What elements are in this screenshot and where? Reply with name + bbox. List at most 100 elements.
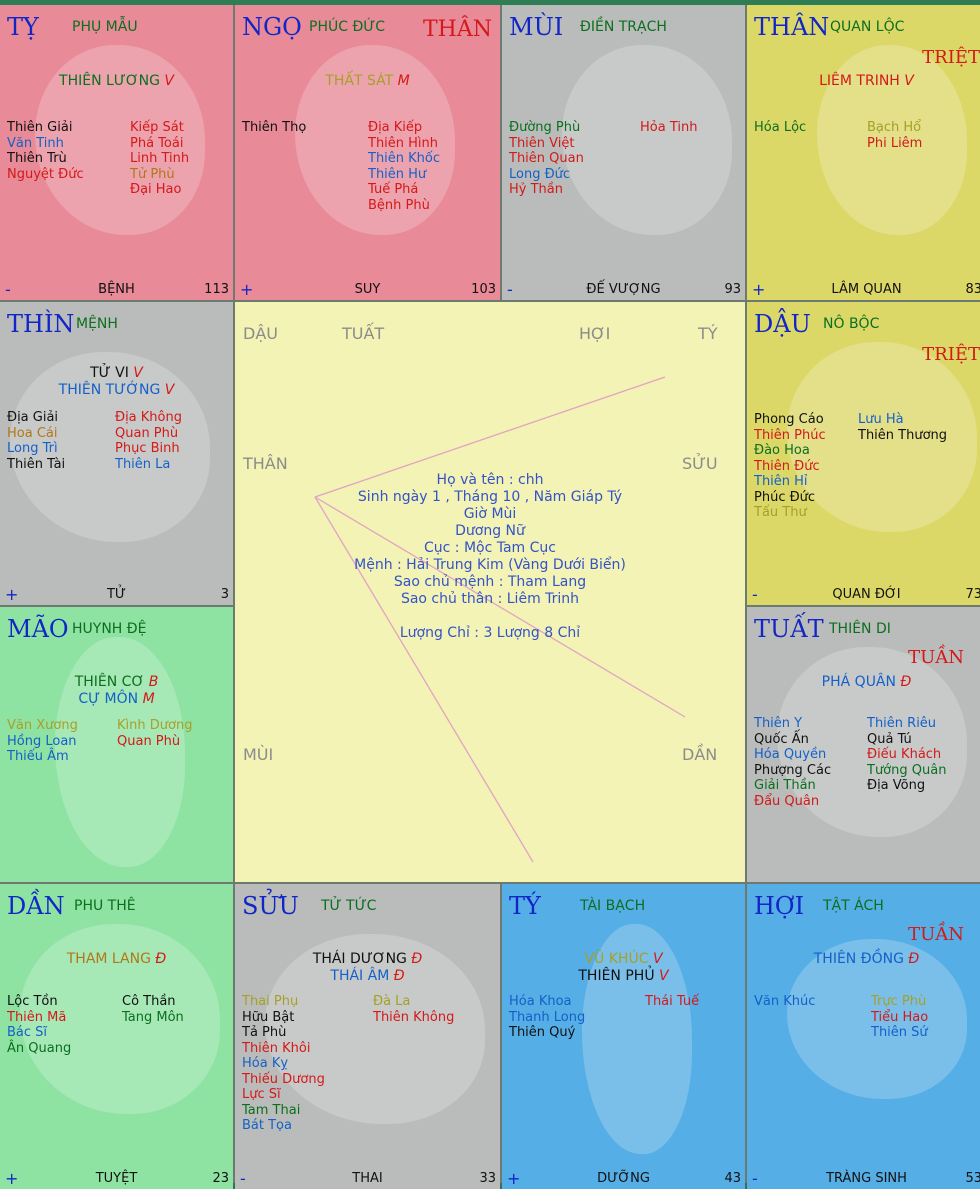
palace-dan[interactable]: DẦN PHU THÊ THAM LANG Đ Lộc Tồn Thiên Mã … [0,884,233,1189]
main-star: TỬ VI V [90,365,143,381]
palace-branch: TUẤT [754,615,824,643]
center-label-mui: MÙI [243,745,274,764]
info-birth-date: Sinh ngày 1 , Tháng 10 , Năm Giáp Tý [357,489,623,505]
buffalo-illustration [265,934,485,1124]
info-menh-star: Sao chủ mệnh : Tham Lang [393,574,587,590]
star-list-right: Kình Dương Quan Phù [117,718,193,749]
palace-branch: HỢI [754,892,805,920]
palace-footer: + DƯỠNG 43 [507,1169,741,1188]
star-list-left: Thiên Thọ [242,120,307,135]
star-list-right: Địa Kiếp Thiên Hình Thiên Khốc Thiên Hư Tu… [368,120,441,213]
person-info: Họ và tên : chh Sinh ngày 1 , Tháng 10 ,… [235,472,745,642]
palace-dau[interactable]: DẬU NÔ BỘC TRIỆT Phong Cáo Thiên Phúc Đào… [747,302,980,605]
palace-footer: - BỆNH 113 [5,280,229,299]
palace-house: MỆNH [76,316,118,332]
tiger-illustration [20,924,220,1114]
palace-tuat[interactable]: TUẤT THIÊN DI TUẦN PHÁ QUÂN Đ Thiên Y Quố… [747,607,980,882]
center-label-than: THÂN [243,454,288,473]
palace-branch: DẦN [7,892,65,920]
dog-illustration [777,647,967,837]
palace-ty[interactable]: TỴ PHỤ MẪU THIÊN LƯƠNG V Thiên Giải Văn T… [0,5,233,300]
star-list-left: Văn Xương Hồng Loan Thiếu Âm [7,718,78,764]
info-menh: Mệnh : Hải Trung Kim (Vàng Dưới Biển) [354,557,626,573]
center-label-suu: SỬU [682,454,718,473]
palace-house: TẬT ÁCH [823,898,884,914]
info-birth-hour: Giờ Mùi [463,506,517,522]
star-list-left: Phong Cáo Thiên Phúc Đào Hoa Thiên Đức Thi… [754,412,826,520]
star-list-left: Hóa Lộc [754,120,807,135]
star-list-right: Cô Thần Tang Môn [122,994,184,1025]
palace-branch: MÙI [509,13,564,41]
palace-ngo[interactable]: NGỌ PHÚC ĐỨC THÂN THẤT SÁT M Thiên Thọ Đ… [235,5,500,300]
palace-house: TÀI BẠCH [580,898,646,914]
palace-house: THIÊN DI [829,621,891,637]
main-star: THIÊN LƯƠNG V [59,73,174,89]
main-star: THIÊN TƯỚNG V [58,382,175,398]
star-list-right: Thiên Riêu Quả Tú Điếu Khách Tướng Quân Đị… [867,716,947,793]
palace-hoi[interactable]: HỢI TẬT ÁCH TUẦN THIÊN ĐỒNG Đ Văn Khúc T… [747,884,980,1189]
palace-branch: NGỌ [242,13,302,41]
palace-footer: - TRÀNG SINH 53 [752,1169,980,1188]
main-star: THÁI ÂM Đ [330,968,405,984]
info-weight: Lượng Chỉ : 3 Lượng 8 Chỉ [399,625,581,641]
tuan-tag: TUẦN [908,647,964,668]
star-list-right: Trực Phù Tiểu Hao Thiên Sứ [871,994,929,1040]
palace-branch: DẬU [754,310,811,338]
palace-house: ĐIỀN TRẠCH [580,19,667,35]
center-label-hoi: HỢI [579,324,611,343]
star-list-left: Lộc Tồn Thiên Mã Bác Sĩ Ân Quang [7,994,72,1056]
palace-house: PHU THÊ [74,898,136,914]
aspect-lines [314,376,686,863]
horse-illustration [295,45,455,235]
main-star: THIÊN ĐỒNG Đ [813,951,920,967]
cat-illustration [55,637,185,867]
body-tag: THÂN [423,17,492,42]
palace-footer: + TUYỆT 23 [5,1169,229,1188]
monkey-illustration [817,45,967,235]
palace-than[interactable]: THÂN QUAN LỘC TRIỆT LIÊM TRINH V Hóa Lộc… [747,5,980,300]
horoscope-chart: TỴ PHỤ MẪU THIÊN LƯƠNG V Thiên Giải Văn T… [0,5,980,1189]
main-star: THIÊN PHỦ V [578,968,669,984]
star-list-left: Văn Khúc [754,994,816,1009]
star-list-right: Địa Không Quan Phù Phục Binh Thiên La [115,410,182,472]
palace-house: TỬ TỨC [321,898,377,914]
star-list-right: Hỏa Tinh [640,120,698,135]
star-list-left: Thai Phụ Hữu Bật Tả Phù Thiên Khôi Hóa Kỵ T… [242,994,325,1133]
main-star: THAM LANG Đ [66,951,167,967]
star-list-left: Hóa Khoa Thanh Long Thiên Quý [509,994,586,1040]
palace-footer: + LÂM QUAN 83 [752,280,980,299]
palace-house: QUAN LỘC [830,19,905,35]
center-info-panel: DẬU TUẤT HỢI TÝ THÂN SỬU MÙI DẦN Họ và t… [235,302,745,882]
palace-footer: + SUY 103 [240,280,496,299]
info-name: Họ và tên : chh [436,472,544,488]
palace-footer: - THAI 33 [240,1169,496,1188]
center-label-dan: DẦN [682,745,718,764]
rat-illustration [582,924,692,1154]
palace-house: PHÚC ĐỨC [309,19,386,35]
palace-thin[interactable]: THÌN MỆNH TỬ VI V THIÊN TƯỚNG V Địa Giải… [0,302,233,605]
dragon-illustration [10,352,210,542]
star-list-right: Kiếp Sát Phá Toái Linh Tinh Tử Phù Đại Hao [130,120,190,197]
star-list-right: Thái Tuế [645,994,700,1009]
palace-mao[interactable]: MÃO HUYNH ĐỆ THIÊN CƠ B CỰ MÔN M Văn Xươ… [0,607,233,882]
palace-house: PHỤ MẪU [72,19,138,35]
star-list-left: Đường Phù Thiên Việt Thiên Quan Long Đức H… [509,120,584,197]
star-list-left: Địa Giải Hoa Cái Long Trì Thiên Tài [7,410,66,472]
palace-tyy[interactable]: TÝ TÀI BẠCH VŨ KHÚC V THIÊN PHỦ V Hóa Kh… [502,884,745,1189]
star-list-right: Đà La Thiên Không [373,994,455,1025]
triet-tag: TRIỆT [922,47,980,68]
star-list-left: Thiên Y Quốc Ấn Hóa Quyền Phượng Các Giải … [754,716,832,809]
palace-branch: TỴ [7,13,39,41]
palace-branch: THÌN [7,310,75,338]
palace-footer: - QUAN ĐỚI 73 [752,585,980,604]
palace-footer: + TỬ 3 [5,585,229,604]
main-star: THÁI DƯƠNG Đ [312,951,423,967]
triet-tag: TRIỆT [922,344,980,365]
rooster-illustration [787,342,977,532]
info-cuc: Cục : Mộc Tam Cục [423,540,556,556]
palace-footer: - ĐẾ VƯỢNG 93 [507,280,741,299]
main-star: PHÁ QUÂN Đ [821,674,912,690]
goat-illustration [562,45,732,235]
palace-suu[interactable]: SỬU TỬ TỨC THÁI DƯƠNG Đ THÁI ÂM Đ Thai P… [235,884,500,1189]
palace-mui[interactable]: MÙI ĐIỀN TRẠCH Đường Phù Thiên Việt Thiên… [502,5,745,300]
